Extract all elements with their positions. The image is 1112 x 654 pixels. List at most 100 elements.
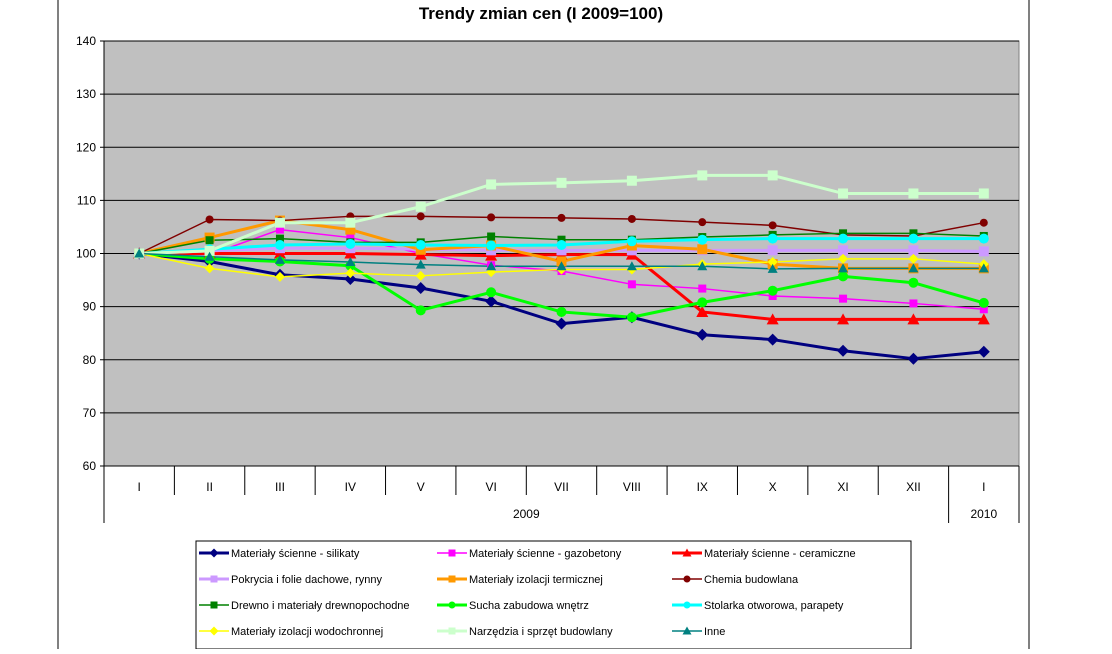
data-point — [908, 188, 919, 199]
data-point — [909, 229, 918, 238]
data-point — [487, 232, 496, 241]
y-tick-label: 140 — [76, 34, 96, 48]
data-point — [134, 248, 145, 258]
legend-swatch-marker — [682, 548, 692, 557]
legend-swatch-marker — [210, 575, 218, 583]
legend-swatch-marker — [448, 627, 456, 635]
data-point — [345, 257, 356, 266]
data-point — [838, 271, 849, 282]
data-point — [979, 218, 988, 227]
data-point — [205, 215, 214, 224]
legend-swatch-marker — [448, 575, 456, 583]
data-point — [204, 251, 215, 261]
data-point — [907, 313, 920, 325]
data-point — [415, 270, 426, 281]
data-point — [416, 212, 425, 221]
x-tick-label: XII — [906, 480, 921, 494]
data-point — [627, 214, 636, 223]
data-point — [486, 261, 497, 271]
x-tick-label: I — [138, 480, 141, 494]
data-point — [978, 246, 989, 257]
legend-swatch-marker — [209, 626, 219, 636]
data-point — [556, 306, 567, 317]
data-point — [627, 280, 636, 289]
data-point — [908, 263, 919, 273]
data-point — [978, 188, 989, 199]
legend: Materiały ścienne - silikaty Materiały śc… — [195, 540, 912, 650]
data-point — [697, 170, 708, 181]
legend-label: Materiały izolacji wodochronnej — [231, 626, 383, 638]
legend-label: Stolarka otworowa, parapety — [704, 600, 844, 612]
data-point — [204, 263, 215, 274]
y-tick-label: 60 — [83, 459, 97, 473]
x-tick-label: VI — [485, 480, 496, 494]
legend-label: Inne — [704, 626, 725, 638]
data-point — [768, 221, 777, 230]
data-point — [838, 263, 849, 273]
legend-swatch-marker — [209, 548, 219, 558]
data-point — [697, 297, 708, 308]
data-point — [274, 254, 285, 264]
x-tick-label: I — [982, 480, 985, 494]
data-point — [556, 261, 567, 271]
y-tick-label: 70 — [83, 406, 97, 420]
data-point — [838, 245, 849, 256]
legend-label: Materiały ścienne - gazobetony — [469, 548, 622, 560]
data-point — [345, 268, 356, 279]
year-group-label: 2009 — [513, 507, 540, 521]
data-point — [977, 345, 990, 358]
chart-title: Trendy zmian cen (I 2009=100) — [419, 4, 663, 23]
legend-label: Narzędzia i sprzęt budowlany — [469, 626, 613, 638]
x-tick-label: VII — [554, 480, 569, 494]
data-point — [697, 244, 708, 255]
data-point — [767, 233, 778, 244]
y-tick-label: 100 — [76, 247, 96, 261]
data-point — [274, 271, 285, 282]
data-point — [557, 235, 566, 244]
data-point — [415, 305, 426, 316]
data-point — [839, 229, 848, 238]
legend-swatch-marker — [448, 601, 456, 609]
data-point — [626, 312, 637, 323]
legend-swatch-marker — [448, 549, 456, 557]
data-point — [415, 240, 426, 250]
legend-label: Chemia budowlana — [704, 574, 799, 586]
data-point — [768, 292, 777, 300]
x-tick-label: IX — [697, 480, 708, 494]
data-point — [838, 188, 849, 199]
data-point — [486, 287, 497, 298]
data-point — [838, 233, 849, 244]
legend-label: Materiały ścienne - ceramiczne — [704, 548, 856, 560]
data-point — [697, 234, 708, 245]
data-point — [978, 263, 989, 273]
legend-label: Materiały ścienne - silikaty — [231, 548, 360, 560]
data-point — [556, 240, 567, 250]
data-point — [979, 305, 988, 314]
legend-swatch-marker — [210, 601, 218, 609]
data-point — [556, 177, 567, 188]
data-point — [205, 236, 214, 245]
data-point — [696, 305, 709, 317]
x-tick-label: XI — [837, 480, 848, 494]
data-point — [415, 259, 426, 269]
data-point — [487, 213, 496, 222]
data-point — [415, 201, 426, 212]
data-point — [626, 261, 637, 271]
data-point — [626, 236, 637, 247]
data-point — [696, 328, 709, 341]
data-point — [275, 234, 284, 243]
data-point — [839, 294, 848, 303]
data-point — [837, 344, 850, 357]
legend-swatch-marker — [682, 626, 692, 635]
data-point — [274, 217, 285, 228]
data-point — [346, 233, 355, 242]
data-point — [344, 273, 357, 285]
legend-label: Materiały izolacji termicznej — [469, 574, 603, 586]
data-point — [767, 263, 778, 273]
data-point — [837, 313, 850, 325]
data-point — [767, 170, 778, 181]
data-point — [977, 313, 990, 325]
data-point — [908, 253, 919, 264]
